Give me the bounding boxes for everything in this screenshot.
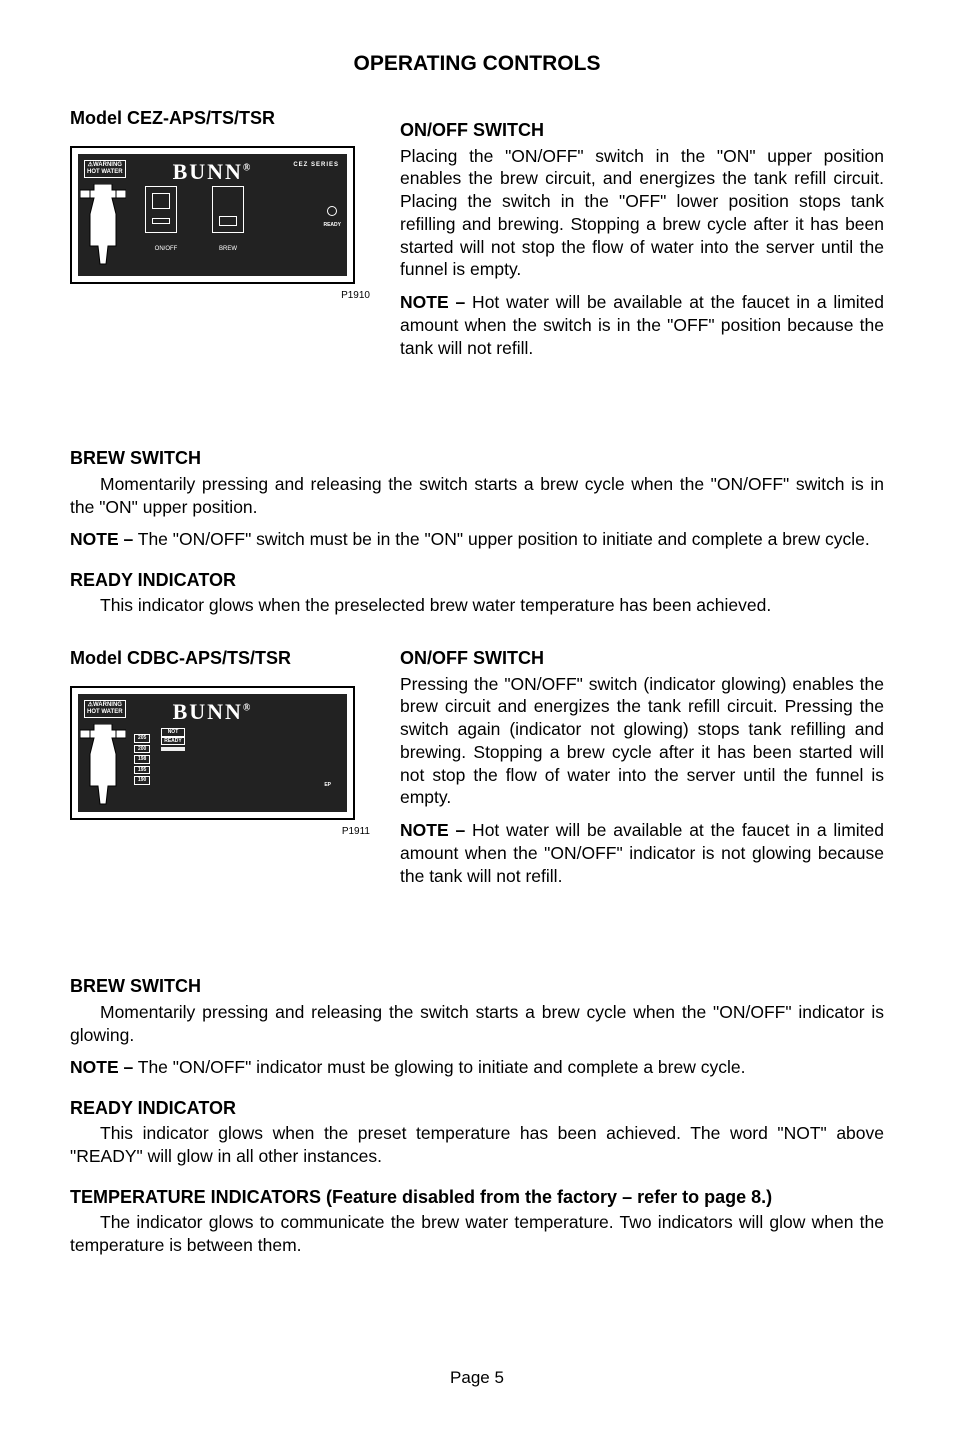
temp-head: TEMPERATURE INDICATORS (Feature disabled… [70, 1186, 884, 1209]
model2-panel: ⚠WARNINGHOT WATER BUNN® 205 20 [70, 686, 355, 821]
brew-label: BREW [208, 246, 248, 254]
onoff-body-2: Pressing the "ON/OFF" switch (indicator … [400, 673, 884, 810]
note-1: NOTE – Hot water will be available at th… [400, 291, 884, 359]
model1-heading: Model CEZ-APS/TS/TSR [70, 107, 380, 130]
brew-note-1: NOTE – The "ON/OFF" switch must be in th… [70, 528, 884, 551]
model2-heading: Model CDBC-APS/TS/TSR [70, 647, 380, 670]
ready-body-1: This indicator glows when the preselecte… [70, 594, 884, 617]
faucet-icon [80, 184, 126, 268]
onoff-body-1: Placing the "ON/OFF" switch in the "ON" … [400, 145, 884, 282]
temp-indicators: 205 200 198 195 190 [134, 732, 150, 787]
ready-head-2: READY INDICATOR [70, 1097, 884, 1120]
onoff-switch-icon [145, 186, 177, 233]
warning-label-2: ⚠WARNINGHOT WATER [84, 700, 126, 718]
ready-label: READY [323, 222, 341, 229]
page-title: OPERATING CONTROLS [70, 50, 884, 77]
faucet-icon-2 [80, 724, 126, 808]
figure-label-1: P1910 [70, 289, 380, 302]
brew-note-2: NOTE – The "ON/OFF" indicator must be gl… [70, 1056, 884, 1079]
onoff-label: ON/OFF [146, 246, 186, 254]
series-label: CEZ SERIES [293, 162, 339, 170]
page-number: Page 5 [70, 1367, 884, 1389]
brew-head-1: BREW SWITCH [70, 447, 884, 470]
not-ready-box: NOT READY [161, 728, 185, 751]
note-2: NOTE – Hot water will be available at th… [400, 819, 884, 887]
warning-label: ⚠WARNINGHOT WATER [84, 160, 126, 178]
onoff-head-2: ON/OFF SWITCH [400, 647, 884, 670]
ready-body-2: This indicator glows when the preset tem… [70, 1122, 884, 1168]
brew-head-2: BREW SWITCH [70, 975, 884, 998]
onoff-head-1: ON/OFF SWITCH [400, 119, 884, 142]
brew-body-1: Momentarily pressing and releasing the s… [70, 473, 884, 519]
model1-panel: ⚠WARNINGHOT WATER BUNN® CEZ SERIES [70, 146, 355, 285]
brew-body-2: Momentarily pressing and releasing the s… [70, 1001, 884, 1047]
brew-switch-icon [212, 186, 244, 233]
temp-body: The indicator glows to communicate the b… [70, 1211, 884, 1257]
ready-indicator-icon [327, 206, 337, 216]
figure-label-2: P1911 [70, 825, 380, 838]
ready-head-1: READY INDICATOR [70, 569, 884, 592]
ep-label: EP [324, 782, 331, 789]
